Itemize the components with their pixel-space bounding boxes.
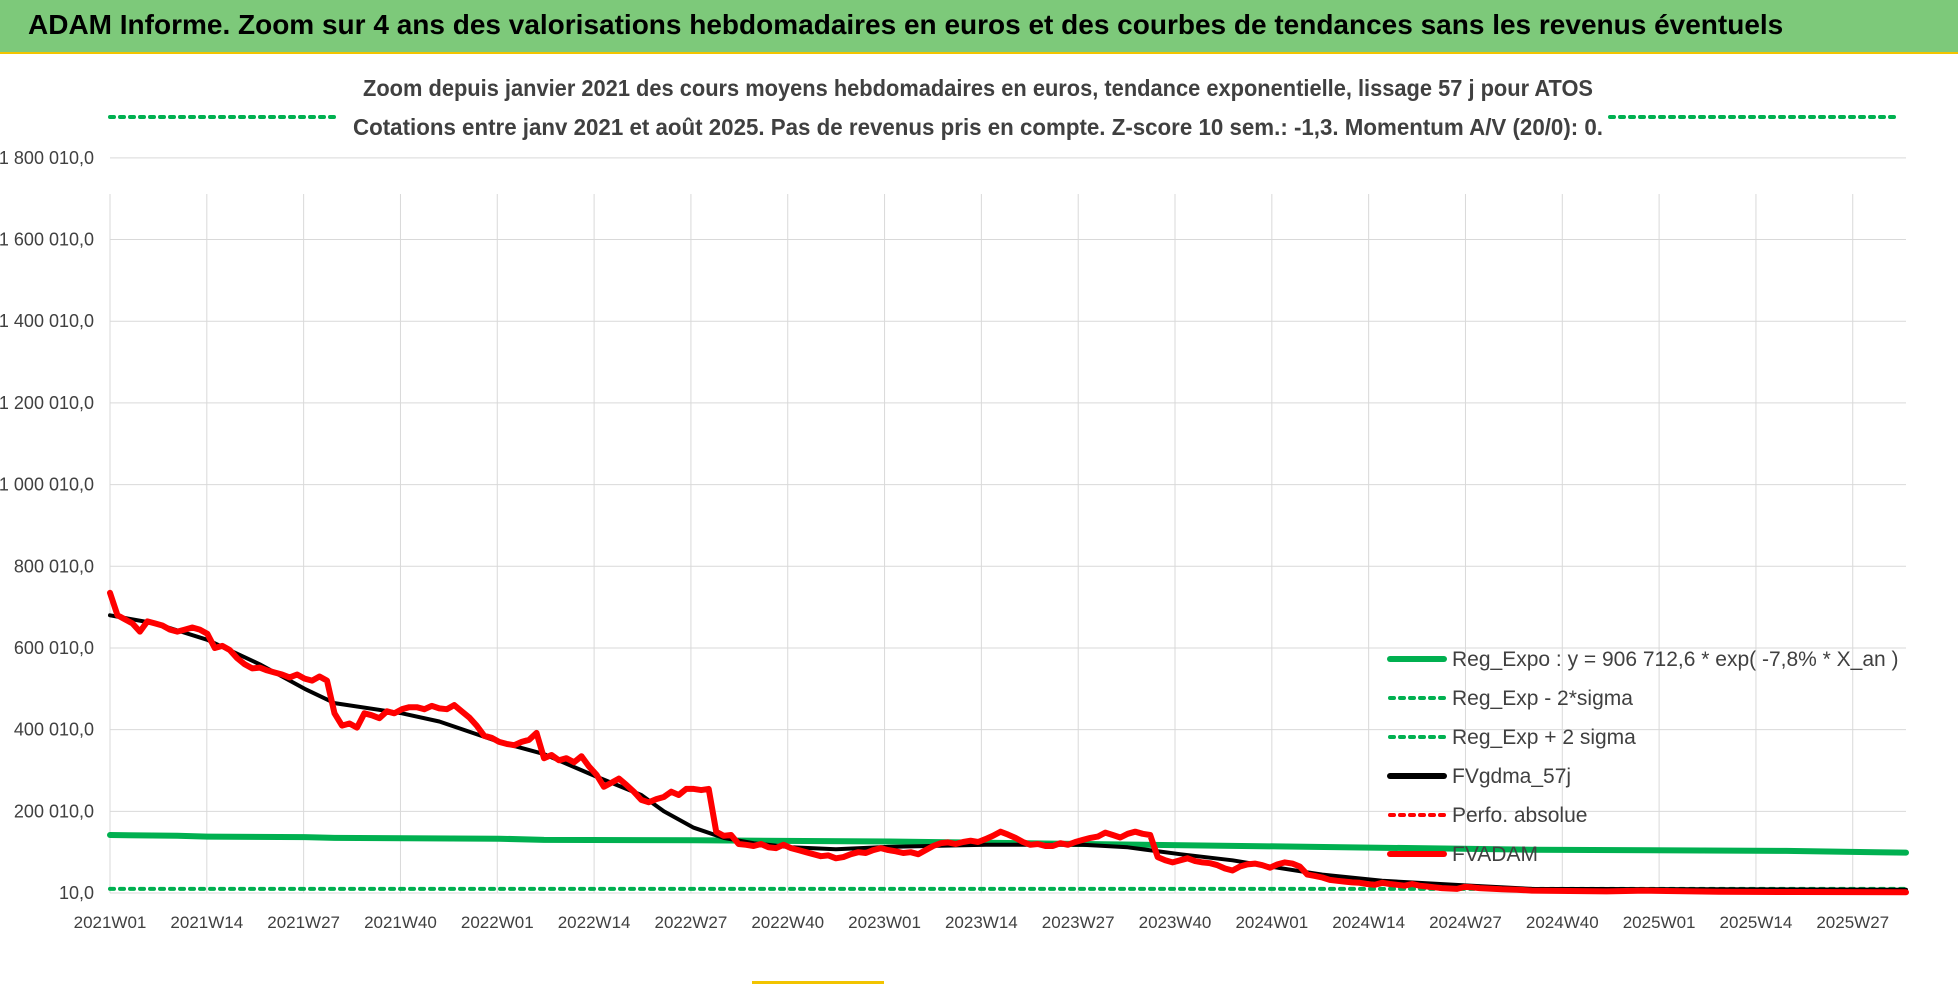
y-tick-label: 1 400 010,0: [0, 311, 94, 331]
legend-label-fvgdma: FVgdma_57j: [1452, 765, 1571, 788]
legend-label-reg_minus: Reg_Exp - 2*sigma: [1452, 687, 1633, 710]
x-tick-label: 2023W27: [1042, 913, 1115, 932]
legend-label-fvadam: FVADAM: [1452, 843, 1538, 866]
x-tick-label: 2024W40: [1526, 913, 1599, 932]
chart-frame: 2021W01 2021W14 2021W27 2021W40 2022W01 2022W…: [0, 54, 1958, 984]
series-reg_expo: [107, 832, 1909, 856]
x-tick-label: 2022W14: [558, 913, 631, 932]
legend-label-reg_expo: Reg_Expo : y = 906 712,6 * exp( -7,8% * …: [1452, 648, 1899, 671]
line-chart: 2021W01 2021W14 2021W27 2021W40 2022W01 2022W…: [0, 75, 1909, 932]
x-tick-label: 2021W14: [170, 913, 243, 932]
x-tick-label: 2021W27: [267, 913, 340, 932]
y-tick-label: 200 010,0: [14, 801, 94, 821]
x-tick-label: 2021W40: [364, 913, 437, 932]
x-tick-label: 2025W27: [1816, 913, 1889, 932]
x-tick-label: 2022W27: [655, 913, 728, 932]
series-fvadam: [107, 589, 1909, 896]
report-banner: ADAM Informe. Zoom sur 4 ans des valoris…: [0, 0, 1958, 54]
y-tick-label: 600 010,0: [14, 638, 94, 658]
legend-label-reg_plus: Reg_Exp + 2 sigma: [1452, 726, 1636, 749]
x-tick-label: 2022W01: [461, 913, 534, 932]
x-tick-label: 2023W14: [945, 913, 1018, 932]
chart-subtitle: Cotations entre janv 2021 et août 2025. …: [353, 114, 1603, 140]
x-tick-label: 2023W40: [1139, 913, 1212, 932]
y-tick-label: 400 010,0: [14, 720, 94, 740]
bottom-accent-line: [752, 981, 884, 984]
x-tick-label: 2025W01: [1623, 913, 1696, 932]
report-title: ADAM Informe. Zoom sur 4 ans des valoris…: [28, 9, 1784, 40]
y-tick-label: 10,0: [59, 883, 94, 903]
x-tick-label: 2024W01: [1235, 913, 1308, 932]
chart-title: Zoom depuis janvier 2021 des cours moyen…: [363, 75, 1593, 101]
legend-label-perfo: Perfo. absolue: [1452, 804, 1587, 827]
x-tick-label: 2024W27: [1429, 913, 1502, 932]
y-tick-label: 1 600 010,0: [0, 230, 94, 250]
y-tick-label: 1 800 010,0: [0, 148, 94, 168]
x-tick-label: 2022W40: [751, 913, 824, 932]
x-tick-label: 2024W14: [1332, 913, 1405, 932]
x-tick-label: 2021W01: [74, 913, 147, 932]
x-tick-label: 2025W14: [1720, 913, 1793, 932]
y-tick-label: 1 000 010,0: [0, 475, 94, 495]
y-tick-label: 800 010,0: [14, 556, 94, 576]
y-tick-label: 1 200 010,0: [0, 393, 94, 413]
x-tick-label: 2023W01: [848, 913, 921, 932]
